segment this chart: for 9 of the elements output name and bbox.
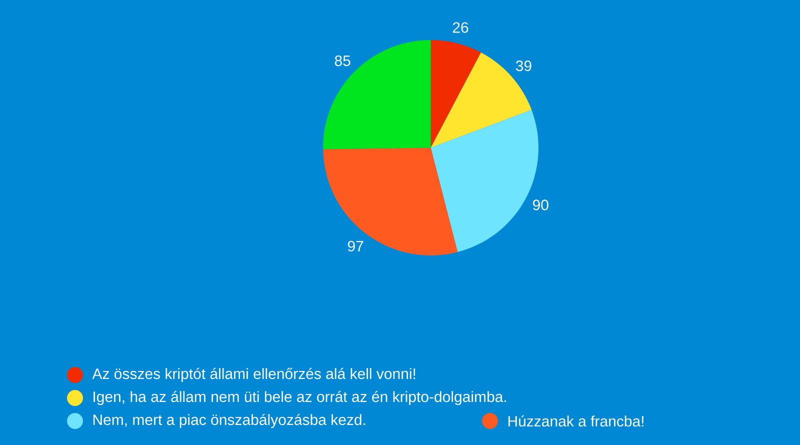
data-label: 85 xyxy=(334,55,350,66)
legend-label: Húzzanak a francba! xyxy=(508,415,644,427)
legend-label: Nem, mert a piac önszabályozásba kezd. xyxy=(93,414,366,428)
legend-label: Igen, ha az állam nem üti bele az orrát az én kripto-dolgaimba. xyxy=(94,390,506,406)
data-label: 90 xyxy=(532,200,548,210)
data-label: 39 xyxy=(516,60,532,72)
legend-label: Az összes kriptót állami ellenőrzés alá kell vonni! xyxy=(92,368,416,382)
data-label: 97 xyxy=(348,240,364,252)
data-label: 26 xyxy=(452,22,468,33)
